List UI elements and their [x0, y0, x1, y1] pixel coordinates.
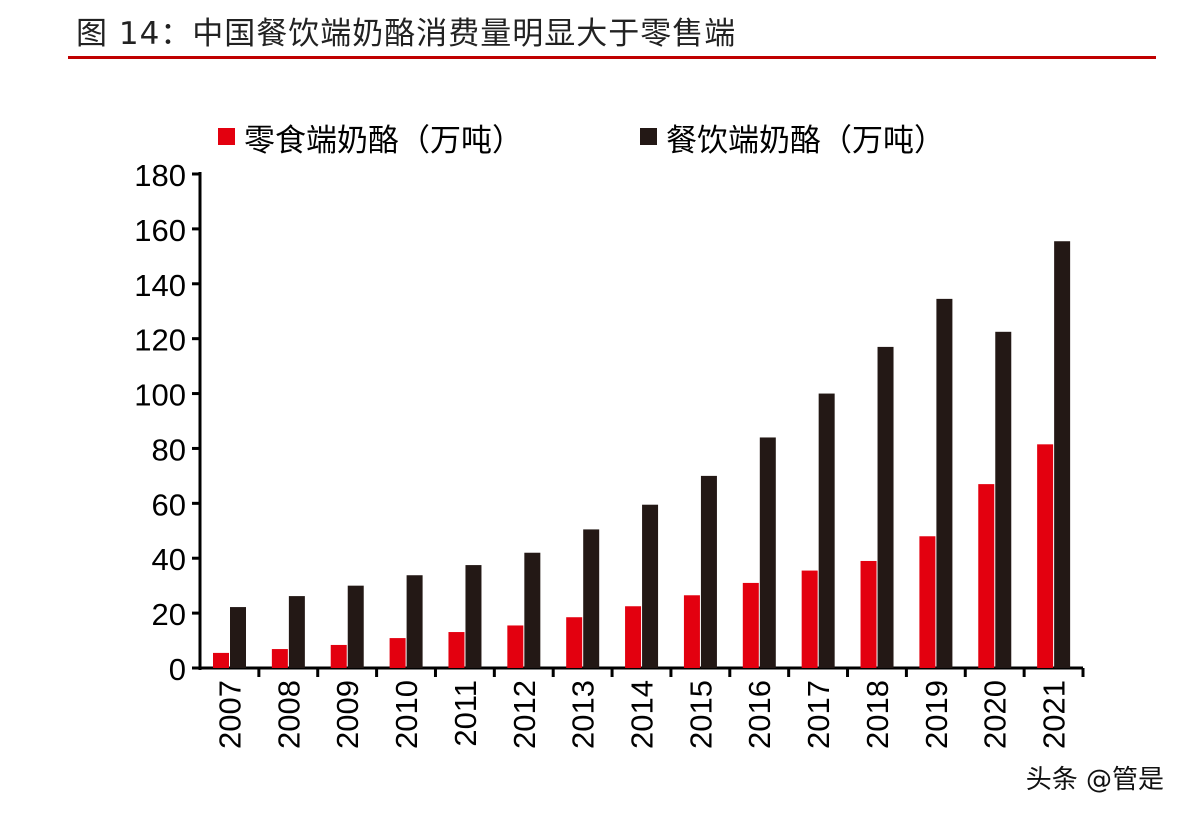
bar-foodservice-2019 — [936, 298, 953, 668]
y-tick-label: 80 — [152, 432, 186, 467]
bar-retail-2020 — [978, 484, 995, 668]
bar-retail-2021 — [1037, 444, 1054, 668]
x-tick-label: 2008 — [271, 680, 306, 749]
x-tick-label: 2009 — [330, 680, 365, 749]
figure-title: 图 14：中国餐饮端奶酪消费量明显大于零售端 — [76, 16, 737, 52]
bar-foodservice-2015 — [700, 475, 717, 668]
bar-retail-2011 — [448, 632, 465, 668]
y-tick-label: 100 — [134, 378, 186, 413]
x-tick-label: 2020 — [978, 680, 1013, 749]
bar-retail-2010 — [389, 638, 406, 668]
y-tick-label: 40 — [152, 542, 186, 577]
bar-foodservice-2021 — [1054, 241, 1071, 668]
y-tick-label: 60 — [152, 487, 186, 522]
x-tick-label: 2011 — [448, 680, 483, 747]
bar-foodservice-2009 — [347, 585, 364, 668]
bar-foodservice-2012 — [524, 552, 541, 668]
bar-foodservice-2013 — [583, 529, 600, 668]
legend-swatch-0 — [218, 128, 235, 145]
bar-retail-2014 — [625, 606, 642, 668]
x-tick-label: 2017 — [801, 680, 836, 749]
y-tick-label: 140 — [134, 268, 186, 303]
bar-foodservice-2011 — [465, 565, 482, 668]
title-divider — [68, 56, 1156, 59]
y-tick-label: 160 — [134, 213, 186, 248]
bar-foodservice-2020 — [995, 331, 1012, 668]
legend-label-0: 零食端奶酪（万吨） — [244, 123, 523, 159]
bar-retail-2017 — [801, 570, 818, 668]
bar-retail-2009 — [330, 644, 347, 668]
y-tick-label: 180 — [134, 158, 186, 193]
bar-retail-2019 — [919, 536, 936, 668]
bar-retail-2008 — [271, 649, 288, 668]
y-tick-label: 0 — [169, 652, 186, 687]
watermark: 头条 @管是 — [1025, 765, 1164, 795]
x-tick-label: 2012 — [507, 680, 542, 749]
legend-swatch-1 — [640, 128, 657, 145]
bar-foodservice-2018 — [877, 346, 894, 668]
x-tick-label: 2014 — [625, 680, 660, 749]
bar-foodservice-2014 — [642, 504, 659, 668]
bar-foodservice-2007 — [230, 607, 246, 668]
x-tick-label: 2021 — [1037, 680, 1072, 749]
bar-foodservice-2017 — [818, 393, 835, 668]
bar-retail-2015 — [683, 595, 700, 668]
bar-retail-2018 — [860, 560, 877, 668]
bar-retail-2013 — [566, 617, 583, 668]
y-tick-label: 120 — [134, 323, 186, 358]
x-tick-label: 2013 — [566, 680, 601, 749]
bar-foodservice-2010 — [406, 575, 423, 668]
x-tick-label: 2015 — [683, 680, 718, 749]
y-tick-label: 20 — [152, 597, 186, 632]
legend-label-1: 餐饮端奶酪（万吨） — [666, 123, 945, 159]
bar-retail-2016 — [742, 582, 759, 668]
x-tick-label: 2007 — [212, 680, 247, 749]
x-tick-label: 2010 — [389, 680, 424, 749]
bar-foodservice-2016 — [759, 437, 776, 668]
bar-retail-2012 — [507, 625, 524, 668]
x-tick-label: 2019 — [919, 680, 954, 749]
x-tick-label: 2018 — [860, 680, 895, 749]
x-tick-label: 2016 — [742, 680, 777, 749]
bar-foodservice-2008 — [288, 596, 305, 668]
bar-retail-2007 — [213, 652, 229, 668]
